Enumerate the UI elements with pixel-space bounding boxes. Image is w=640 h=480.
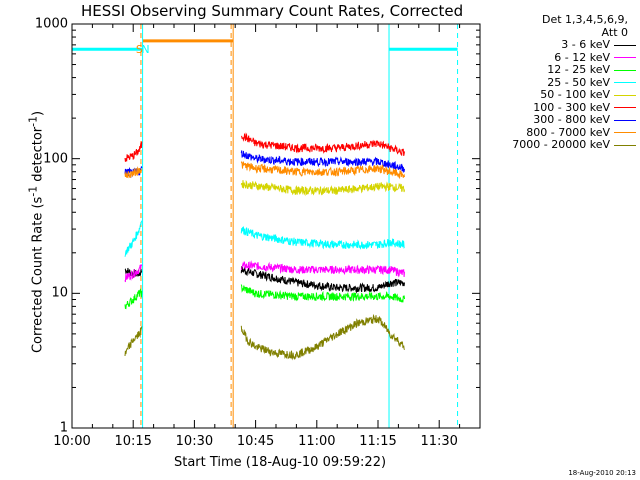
x-tick-label: 11:30	[420, 434, 458, 449]
legend-swatch	[614, 44, 636, 46]
y-axis-label-part: Corrected Count Rate (s	[30, 196, 46, 354]
timestamp: 18-Aug-2010 20:13	[568, 469, 636, 477]
legend-swatch	[614, 119, 636, 121]
y-axis-label-part: )	[30, 110, 46, 117]
legend-label: 50 - 100 keV	[540, 88, 610, 102]
series-line	[124, 132, 405, 162]
series-line	[124, 313, 405, 361]
legend-entry: 25 - 50 keV	[478, 75, 638, 90]
axes-layer	[71, 23, 481, 429]
y-tick-label: 1	[59, 420, 68, 436]
series-line	[124, 160, 405, 180]
legend-label: 300 - 800 keV	[533, 113, 610, 127]
chart-title: HESSI Observing Summary Count Rates, Cor…	[81, 2, 464, 20]
legend-swatch	[614, 132, 636, 134]
legend-swatch	[614, 57, 636, 59]
series-line	[124, 150, 405, 178]
y-tick-label: 1000	[34, 16, 68, 32]
legend-label: 100 - 300 keV	[533, 100, 610, 114]
legend-swatch	[614, 144, 636, 146]
y-tick-label: 100	[43, 151, 68, 167]
legend-swatch	[614, 107, 636, 109]
legend-entry: 3 - 6 keV	[478, 39, 638, 52]
y-tick-label: 10	[51, 285, 68, 301]
legend-entry: 100 - 300 keV	[478, 100, 638, 115]
x-axis-label: Start Time (18-Aug-10 09:59:22)	[173, 455, 387, 470]
series-layer	[124, 132, 405, 361]
legend-entry: 7000 - 20000 keV	[478, 139, 638, 152]
series-line	[124, 284, 405, 310]
legend-entry: 300 - 800 keV	[478, 114, 638, 127]
y-axis-label: Corrected Count Rate (s-1 detector-1)	[26, 111, 45, 353]
legend-swatch	[614, 82, 636, 84]
marker-layer: SN	[71, 24, 459, 428]
series-line	[124, 220, 405, 257]
legend-entry: 12 - 25 keV	[478, 64, 638, 77]
plot-frame	[71, 23, 481, 429]
legend-entries: 3 - 6 keV 6 - 12 keV 12 - 25 keV 25 - 50 ke…	[478, 39, 638, 152]
legend-label: 6 - 12 keV	[554, 50, 610, 64]
legend-header-attenuator: Att 0	[601, 26, 628, 39]
y-axis-label-exponent: -1	[26, 185, 40, 197]
legend-label: 7000 - 20000 keV	[512, 138, 610, 152]
legend-label: 12 - 25 keV	[547, 63, 610, 77]
x-tick-label: 10:00	[53, 434, 91, 449]
series-line	[240, 179, 405, 197]
x-tick-label: 10:30	[175, 434, 214, 449]
legend-entry: 6 - 12 keV	[478, 50, 638, 65]
legend-label: 800 - 7000 keV	[526, 125, 610, 139]
x-tick-label: 11:15	[359, 434, 397, 449]
legend-header: Det 1,3,4,5,6,9,	[541, 13, 628, 26]
legend-swatch	[614, 69, 636, 71]
x-tick-label: 11:00	[298, 434, 336, 449]
x-tick-label: 10:45	[236, 434, 275, 449]
legend: Det 1,3,4,5,6,9, Att 0 3 - 6 keV 6 - 12 k…	[478, 13, 638, 152]
series-line	[124, 260, 405, 283]
legend-entry: 800 - 7000 keV	[478, 125, 638, 140]
legend-swatch	[614, 94, 636, 96]
legend-label: 3 - 6 keV	[561, 38, 610, 52]
marker-annotation: N	[141, 43, 149, 56]
x-tick-label: 10:15	[114, 434, 152, 449]
marker-annotation: S	[136, 43, 143, 56]
legend-label: 25 - 50 keV	[547, 75, 610, 89]
y-axis-label-exponent: -1	[26, 116, 40, 127]
legend-entry: 50 - 100 keV	[478, 89, 638, 102]
